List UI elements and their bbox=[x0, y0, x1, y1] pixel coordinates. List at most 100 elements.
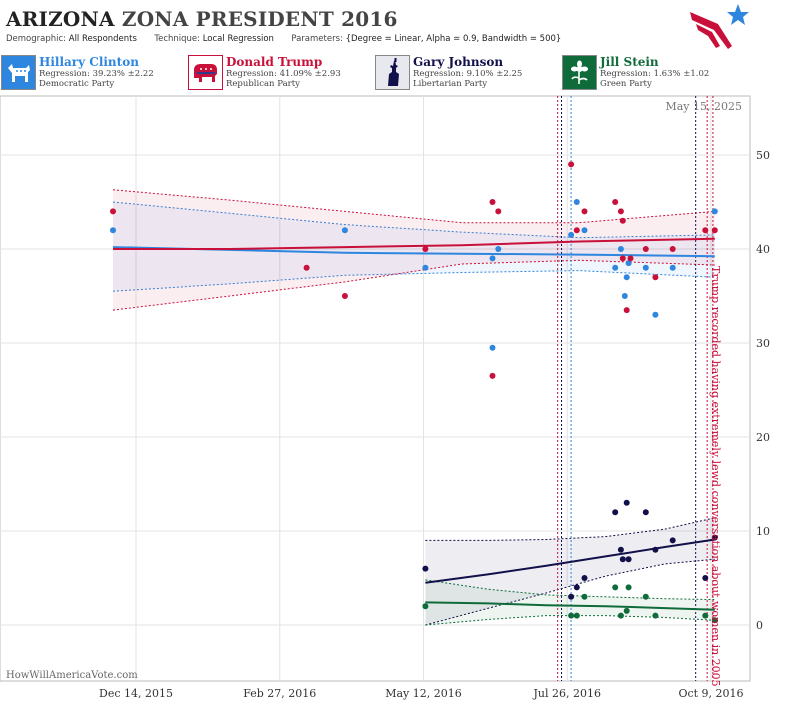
poll-point bbox=[652, 546, 659, 553]
poll-point bbox=[422, 246, 429, 252]
demographic-value: All Respondents bbox=[68, 34, 137, 44]
x-tick-label: Dec 14, 2015 bbox=[99, 687, 173, 700]
elephant-icon bbox=[188, 55, 223, 90]
poll-point bbox=[642, 246, 649, 252]
parameters-value: {Degree = Linear, Alpha = 0.9, Bandwidth… bbox=[345, 34, 562, 44]
poll-point bbox=[652, 311, 659, 318]
poll-point bbox=[669, 246, 676, 252]
candidate-card-trump[interactable]: Donald Trump Regression: 41.09% ±2.93 Re… bbox=[187, 53, 373, 92]
trend-line bbox=[113, 237, 715, 250]
poll-point bbox=[489, 344, 496, 351]
poll-point bbox=[625, 584, 632, 591]
poll-point bbox=[711, 227, 718, 234]
candidate-regression: Regression: 1.63% ±1.02 bbox=[600, 69, 710, 79]
poll-point bbox=[581, 575, 588, 581]
candidate-legend: Hillary Clinton Regression: 39.23% ±2.22… bbox=[0, 53, 789, 93]
poll-point bbox=[619, 556, 626, 563]
candidate-name: Donald Trump bbox=[226, 55, 323, 69]
poll-point bbox=[642, 593, 649, 600]
y-tick-label: 0 bbox=[756, 619, 763, 632]
poll-point bbox=[581, 208, 588, 215]
statue-of-liberty-icon bbox=[375, 55, 410, 90]
poll-point bbox=[619, 255, 626, 262]
watermark: HowWillAmericaVote.com bbox=[6, 670, 138, 681]
band-lower-line bbox=[112, 259, 715, 311]
candidate-card-stein[interactable]: Jill Stein Regression: 1.63% ±1.02 Green… bbox=[561, 53, 747, 92]
poll-point bbox=[612, 264, 619, 271]
y-tick-label: 10 bbox=[756, 525, 770, 538]
poll-point bbox=[612, 509, 619, 516]
x-tick-label: Jul 26, 2016 bbox=[533, 687, 602, 700]
candidate-regression: Regression: 41.09% ±2.93 bbox=[226, 69, 341, 79]
poll-point bbox=[623, 607, 630, 614]
poll-point bbox=[495, 208, 502, 215]
poll-point bbox=[642, 264, 649, 271]
band-lower-line bbox=[112, 270, 715, 292]
y-tick-label: 40 bbox=[756, 243, 770, 256]
poll-point bbox=[617, 246, 624, 252]
event-annotation: Trump recorded having extremely lewd con… bbox=[709, 266, 722, 687]
y-axis-ticks: 0 10 20 30 40 50 bbox=[756, 149, 770, 632]
poll-point bbox=[625, 260, 632, 267]
plot-frame bbox=[0, 95, 751, 682]
parameters-label: Parameters: bbox=[291, 34, 343, 44]
poll-point bbox=[568, 612, 575, 619]
poll-point bbox=[702, 227, 709, 234]
band-upper-line bbox=[425, 579, 715, 601]
title-rest: ZONA PRESIDENT 2016 bbox=[121, 7, 398, 31]
poll-point bbox=[617, 546, 624, 553]
poll-point bbox=[422, 565, 429, 572]
poll-point bbox=[573, 612, 580, 619]
confidence-band bbox=[425, 579, 715, 625]
poll-point bbox=[568, 231, 575, 238]
candidate-regression: Regression: 9.10% ±2.25 bbox=[413, 69, 523, 79]
poll-point bbox=[568, 161, 575, 168]
poll-point bbox=[702, 612, 709, 619]
poll-point bbox=[617, 208, 624, 215]
page-title: ARIZONA ZONA PRESIDENT 2016 bbox=[6, 7, 398, 31]
poll-point bbox=[652, 612, 659, 619]
poll-point bbox=[110, 227, 116, 234]
x-tick-label: Feb 27, 2016 bbox=[243, 687, 316, 700]
poll-point bbox=[573, 199, 580, 205]
poll-point bbox=[581, 227, 588, 234]
poll-point bbox=[341, 293, 348, 299]
band-lower-line bbox=[425, 615, 715, 626]
title-state: ARIZONA bbox=[6, 7, 115, 31]
trend-lines bbox=[112, 237, 715, 611]
poll-point bbox=[627, 255, 634, 262]
poll-point bbox=[625, 556, 632, 563]
poll-point bbox=[495, 246, 502, 252]
poll-point bbox=[623, 307, 630, 314]
candidate-name: Hillary Clinton bbox=[39, 55, 139, 69]
grid bbox=[0, 96, 750, 681]
poll-points bbox=[110, 161, 718, 624]
poll-point bbox=[422, 264, 429, 271]
event-markers bbox=[557, 96, 714, 681]
poll-point bbox=[612, 199, 619, 205]
candidate-regression: Regression: 39.23% ±2.22 bbox=[39, 69, 154, 79]
demographic-label: Demographic: bbox=[6, 34, 67, 44]
trend-line bbox=[425, 601, 715, 611]
poll-point bbox=[110, 208, 116, 215]
technique-label: Technique: bbox=[154, 34, 201, 44]
site-logo-icon[interactable] bbox=[688, 2, 750, 50]
y-tick-label: 50 bbox=[756, 149, 770, 162]
band-upper-line bbox=[425, 517, 715, 541]
poll-point bbox=[568, 593, 575, 600]
poll-point bbox=[303, 264, 310, 271]
candidate-party: Libertarian Party bbox=[413, 79, 488, 89]
technique-value: Local Regression bbox=[202, 34, 274, 44]
poll-point bbox=[621, 293, 628, 299]
candidate-card-clinton[interactable]: Hillary Clinton Regression: 39.23% ±2.22… bbox=[0, 53, 186, 92]
poll-point bbox=[711, 534, 718, 541]
header: ARIZONA ZONA PRESIDENT 2016 Demographic:… bbox=[0, 0, 789, 50]
poll-point bbox=[669, 537, 676, 544]
poll-point bbox=[642, 509, 649, 516]
poll-point bbox=[489, 372, 496, 379]
candidate-name: Gary Johnson bbox=[413, 55, 504, 69]
candidate-card-johnson[interactable]: Gary Johnson Regression: 9.10% ±2.25 Lib… bbox=[374, 53, 560, 92]
candidate-party: Green Party bbox=[600, 79, 652, 89]
flower-icon bbox=[562, 55, 597, 90]
